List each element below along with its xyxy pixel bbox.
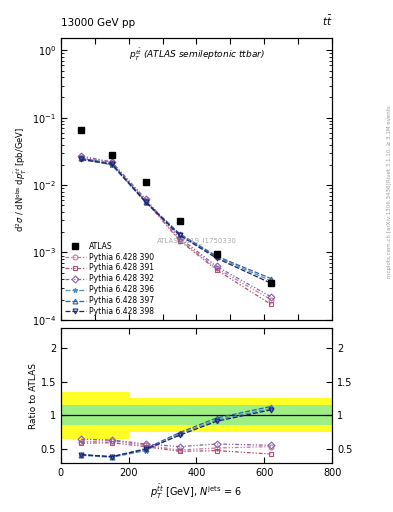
Legend: ATLAS, Pythia 6.428 390, Pythia 6.428 391, Pythia 6.428 392, Pythia 6.428 396, P: ATLAS, Pythia 6.428 390, Pythia 6.428 39… xyxy=(65,242,154,316)
Text: Rivet 3.1.10, ≥ 3.1M events: Rivet 3.1.10, ≥ 3.1M events xyxy=(387,105,392,182)
Text: mcplots.cern.ch [arXiv:1306.3436]: mcplots.cern.ch [arXiv:1306.3436] xyxy=(387,183,392,278)
Text: $p_T^{t\bar{t}}$ (ATLAS semileptonic ttbar): $p_T^{t\bar{t}}$ (ATLAS semileptonic ttb… xyxy=(129,47,264,63)
Y-axis label: Ratio to ATLAS: Ratio to ATLAS xyxy=(29,363,38,429)
Text: ATLAS_2019_I1750330: ATLAS_2019_I1750330 xyxy=(156,238,237,244)
Y-axis label: d$^2\sigma$ / dN$^{\rm obs}$ d$p^{\bar{t}t}_{T}$ [pb/GeV]: d$^2\sigma$ / dN$^{\rm obs}$ d$p^{\bar{t… xyxy=(13,126,29,231)
X-axis label: $p^{\bar{t}t}_{T}$ [GeV], $N^{\rm jets}$ = 6: $p^{\bar{t}t}_{T}$ [GeV], $N^{\rm jets}$… xyxy=(151,482,242,501)
Text: 13000 GeV pp: 13000 GeV pp xyxy=(61,18,135,28)
Text: $t\bar{t}$: $t\bar{t}$ xyxy=(321,14,332,28)
